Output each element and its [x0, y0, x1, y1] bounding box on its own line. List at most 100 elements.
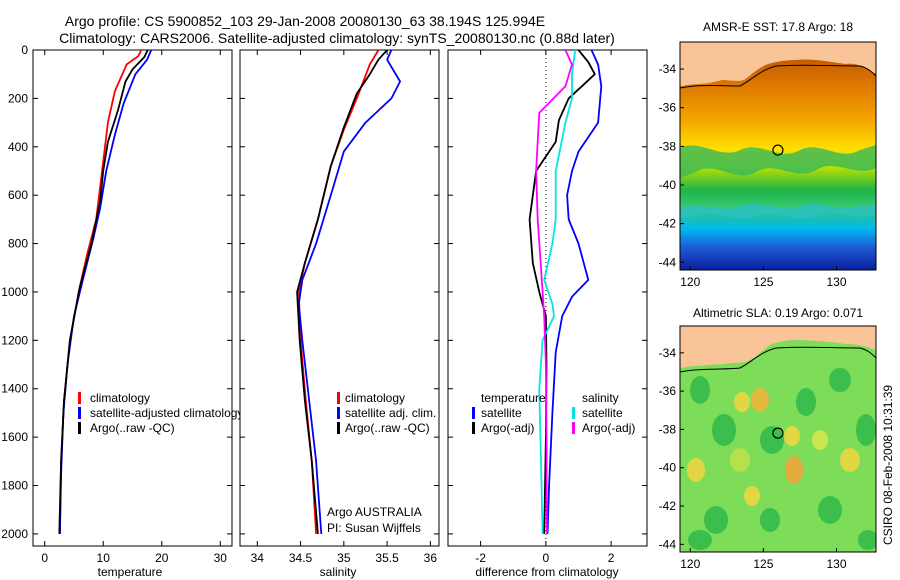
legend-swatch-temp-satellite	[472, 407, 475, 419]
map-y-tick-label: -38	[659, 139, 677, 153]
legend-label-sal-argo: Argo(-adj)	[582, 421, 635, 435]
legend-swatch-argo	[337, 422, 340, 434]
series-line-salinity-argo-adj	[535, 50, 573, 534]
sla-anomaly-blob	[704, 506, 728, 534]
sla-anomaly-blob	[796, 388, 816, 416]
map-y-tick-label: -36	[659, 384, 677, 398]
sla-anomaly-blob	[730, 448, 750, 472]
series-line-argo-raw-qc	[296, 50, 388, 534]
x-tick-label: 0	[41, 551, 48, 565]
temperature-panel: 0 200 400 600 800 1000 1200 1400 1600 1800 2000 0 10…	[1, 43, 243, 579]
salinity-legend: climatology satellite adj. clim. Argo(..…	[337, 391, 436, 435]
sst-field	[680, 42, 876, 270]
legend-label-climatology: climatology	[90, 391, 150, 405]
sla-argo-marker	[772, 427, 784, 439]
map-x-tick-label: 125	[753, 557, 773, 571]
map-x-tick-label: 130	[826, 557, 846, 571]
legend-label-satellite: satellite-adjusted climatology	[90, 406, 243, 420]
y-tick-label: 2000	[1, 527, 28, 541]
sst-map-title: AMSR-E SST: 17.8 Argo: 18	[703, 20, 853, 34]
temperature-lines	[58, 50, 153, 534]
legend-label-sal-satellite: satellite	[582, 406, 623, 420]
y-tick-label: 800	[8, 237, 28, 251]
legend-swatch-sal-argo	[572, 422, 575, 434]
y-tick-label: 1600	[1, 430, 28, 444]
y-tick-label: 1800	[1, 479, 28, 493]
sla-anomaly-blob	[784, 426, 800, 446]
sst-cold-band	[680, 203, 876, 219]
salinity-axis-ticks: 34 34.5 35 35.5 36	[240, 49, 439, 565]
sla-field	[680, 326, 876, 552]
x-tick-label: 2	[608, 551, 615, 565]
x-tick-label: 36	[424, 551, 438, 565]
sla-anomaly-blob	[687, 458, 705, 482]
sla-anomaly-blob	[818, 496, 842, 524]
series-line-satellite-adj-clim	[297, 50, 402, 534]
argo-australia-annotation: Argo AUSTRALIA	[327, 505, 422, 519]
salinity-lines	[296, 50, 402, 534]
sla-map-panel: Altimetric SLA: 0.19 Argo: 0.071 -34-36-…	[659, 306, 877, 571]
x-tick-label: 34.5	[289, 551, 313, 565]
y-tick-label: 1400	[1, 382, 28, 396]
map-x-tick-label: 130	[826, 275, 846, 289]
sla-anomaly-blobs	[687, 368, 876, 550]
sla-anomaly-blob	[688, 530, 712, 550]
legend-title-salinity: salinity	[582, 391, 619, 405]
sla-map-title: Altimetric SLA: 0.19 Argo: 0.071	[693, 306, 863, 320]
difference-legend: temperature satellite Argo(-adj) salinit…	[472, 391, 635, 435]
legend-label-temp-argo: Argo(-adj)	[481, 421, 534, 435]
sla-map-frame	[679, 325, 877, 553]
difference-panel: -2 0 2 difference from climatology tempera…	[447, 49, 648, 579]
y-tick-label: 400	[8, 140, 28, 154]
legend-swatch-argo	[78, 422, 81, 434]
map-x-tick-label: 120	[680, 275, 700, 289]
legend-label-temp-satellite: satellite	[481, 406, 522, 420]
x-tick-label: 0	[543, 551, 550, 565]
salinity-xlabel: salinity	[320, 565, 357, 579]
sla-anomaly-blob	[785, 456, 803, 484]
sla-shelf-contour	[680, 346, 876, 373]
sla-anomaly-blob	[812, 430, 828, 450]
difference-xlabel: difference from climatology	[475, 565, 618, 579]
legend-label-argo: Argo(..raw -QC)	[345, 421, 430, 435]
sst-map-frame	[679, 41, 877, 271]
sla-anomaly-blob	[760, 426, 784, 454]
sst-map-panel: AMSR-E SST: 17.8 Argo: 18 -34 -36 -38 -40 -4…	[659, 20, 877, 289]
difference-lines	[528, 50, 603, 534]
argo-float-marker	[772, 144, 784, 156]
y-tick-label: 200	[8, 91, 28, 105]
x-tick-label: 34	[251, 551, 265, 565]
legend-label-satellite: satellite adj. clim.	[345, 406, 436, 420]
map-x-tick-label: 120	[680, 557, 700, 571]
x-tick-label: 35.5	[375, 551, 399, 565]
sla-anomaly-blob	[856, 414, 876, 446]
sla-anomaly-blob	[751, 388, 769, 412]
legend-title-temperature: temperature	[481, 391, 546, 405]
y-tick-label: 600	[8, 188, 28, 202]
x-tick-label: 10	[97, 551, 111, 565]
map-y-tick-label: -36	[659, 101, 677, 115]
map-y-tick-label: -44	[659, 537, 677, 551]
sla-anomaly-blob	[734, 392, 750, 412]
map-x-tick-label: 125	[753, 275, 773, 289]
salinity-panel: 34 34.5 35 35.5 36 salinity climatology sate…	[239, 49, 440, 579]
legend-swatch-sal-satellite	[572, 407, 575, 419]
legend-swatch-temp-argo	[472, 422, 475, 434]
legend-swatch-satellite	[78, 407, 81, 419]
map-y-tick-label: -42	[659, 499, 677, 513]
sla-land-mask	[680, 326, 876, 368]
sst-shelf-contour	[680, 64, 876, 89]
x-tick-label: -2	[475, 551, 486, 565]
map-y-tick-label: -40	[659, 178, 677, 192]
salinity-axes-frame	[239, 49, 440, 547]
temperature-axis-ticks: 0 200 400 600 800 1000 1200 1400 1600 1800 2000 0 10…	[1, 43, 232, 565]
sla-anomaly-blob	[858, 530, 876, 550]
map-y-tick-label: -34	[659, 62, 677, 76]
sst-land-mask	[680, 42, 876, 86]
header-line-2: Climatology: CARS2006. Satellite-adjuste…	[59, 30, 615, 46]
pi-annotation: PI: Susan Wijffels	[327, 521, 421, 535]
temperature-xlabel: temperature	[98, 565, 163, 579]
temperature-legend: climatology satellite-adjusted climatolo…	[78, 391, 243, 435]
temperature-axes-frame	[32, 49, 233, 547]
sla-anomaly-blob	[760, 508, 780, 532]
